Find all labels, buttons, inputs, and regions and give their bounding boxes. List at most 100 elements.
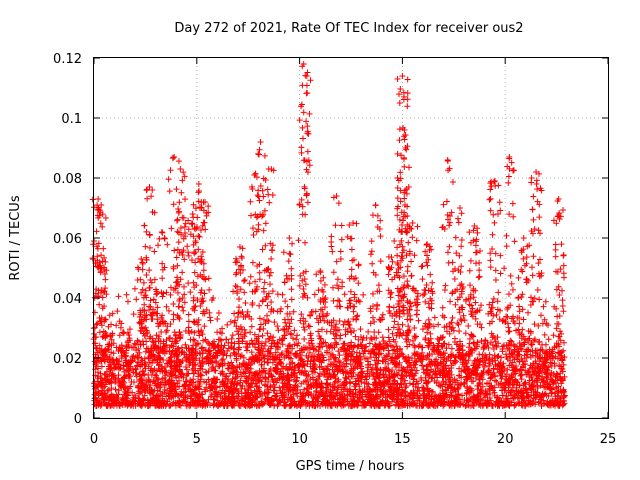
data-point: [449, 324, 456, 331]
data-point: [196, 233, 203, 240]
data-point: [106, 394, 113, 401]
data-point: [359, 345, 366, 352]
data-point: [252, 371, 259, 378]
data-point: [338, 222, 345, 229]
data-point: [419, 349, 426, 356]
data-point: [458, 368, 465, 375]
data-point: [558, 330, 565, 337]
data-point: [279, 291, 286, 298]
data-point: [146, 267, 153, 274]
data-point: [541, 331, 548, 338]
data-point: [214, 342, 221, 349]
data-point: [181, 223, 188, 230]
data-point: [404, 76, 411, 83]
data-point: [346, 300, 353, 307]
data-point: [232, 386, 239, 393]
data-point: [396, 297, 403, 304]
data-point: [159, 349, 166, 356]
data-point: [273, 354, 280, 361]
data-point: [336, 399, 343, 406]
data-point: [303, 118, 310, 125]
data-point: [182, 383, 189, 390]
data-point: [256, 315, 263, 322]
data-point: [364, 370, 371, 377]
data-point: [97, 220, 104, 227]
data-point: [434, 344, 441, 351]
data-point: [144, 195, 151, 202]
data-point: [176, 199, 183, 206]
data-point: [239, 397, 246, 404]
data-point-peak: [171, 154, 178, 160]
data-point: [107, 332, 114, 339]
data-point: [380, 371, 387, 378]
data-point: [165, 176, 172, 183]
data-point: [355, 280, 362, 287]
data-point: [346, 321, 353, 328]
data-point: [402, 377, 409, 384]
data-point: [299, 63, 306, 70]
data-point: [262, 242, 269, 249]
data-point: [148, 193, 155, 200]
data-point: [115, 293, 122, 300]
data-point: [95, 378, 102, 385]
data-point: [500, 398, 507, 405]
data-point: [521, 402, 528, 409]
data-point: [558, 357, 565, 364]
data-point: [174, 246, 181, 253]
data-point: [197, 289, 204, 296]
data-points: [89, 61, 568, 409]
data-point: [305, 322, 312, 329]
data-point: [396, 91, 403, 98]
data-point: [260, 316, 267, 323]
data-point: [462, 330, 469, 337]
data-point: [342, 363, 349, 370]
data-point: [141, 332, 148, 339]
data-point: [487, 339, 494, 346]
data-point-peak: [202, 199, 209, 205]
data-point: [159, 312, 166, 319]
data-point: [179, 177, 186, 184]
data-point: [454, 320, 461, 327]
data-point: [93, 286, 100, 293]
data-point: [150, 306, 157, 313]
data-point: [335, 285, 342, 292]
data-point: [349, 348, 356, 355]
data-point: [194, 296, 201, 303]
data-point: [484, 340, 491, 347]
data-point: [320, 366, 327, 373]
data-point: [488, 382, 495, 389]
data-point: [196, 332, 203, 339]
data-point: [195, 246, 202, 253]
data-point: [227, 370, 234, 377]
data-point: [229, 391, 236, 398]
data-point: [162, 377, 169, 384]
data-point: [265, 290, 272, 297]
data-point: [247, 389, 254, 396]
data-point: [303, 402, 310, 409]
data-point: [474, 321, 481, 328]
data-point: [307, 332, 314, 339]
data-point: [277, 360, 284, 367]
data-point: [261, 279, 268, 286]
data-point: [223, 336, 230, 343]
data-point: [383, 397, 390, 404]
data-point: [348, 235, 355, 242]
data-point: [159, 397, 166, 404]
data-point: [173, 186, 180, 193]
data-point: [246, 356, 253, 363]
data-point: [99, 223, 106, 230]
data-point: [240, 369, 247, 376]
data-point: [455, 390, 462, 397]
data-point: [368, 369, 375, 376]
data-point: [136, 371, 143, 378]
data-point: [558, 390, 565, 397]
data-point: [303, 90, 310, 97]
data-point: [349, 402, 356, 409]
data-point: [180, 169, 187, 176]
data-point: [159, 260, 166, 267]
data-point: [525, 397, 532, 404]
data-point: [252, 278, 259, 285]
data-point: [376, 340, 383, 347]
data-point: [213, 376, 220, 383]
data-point: [202, 276, 209, 283]
